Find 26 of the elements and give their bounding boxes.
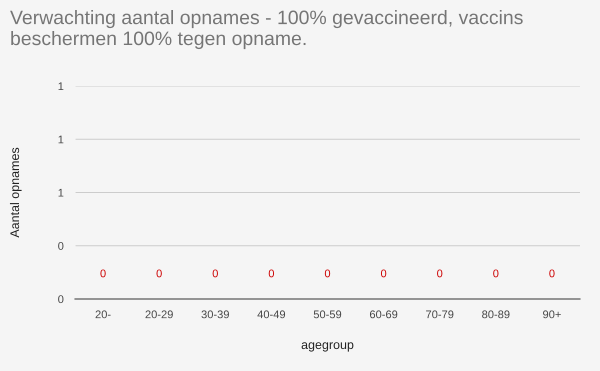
- y-tick-label: 0: [58, 242, 64, 250]
- data-label: 0: [156, 269, 162, 278]
- chart-title: Verwachting aantal opnames - 100% gevaccineerd, vaccins beschermen 100% tegen opname.: [10, 10, 523, 50]
- data-label: 0: [380, 269, 386, 278]
- data-label: 0: [212, 269, 218, 278]
- y-tick-label: 1: [58, 136, 64, 144]
- data-label: 0: [268, 269, 274, 278]
- data-label: 0: [324, 269, 330, 278]
- x-tick-label: 50-59: [314, 310, 342, 318]
- data-label: 0: [549, 269, 555, 278]
- data-label: 0: [493, 269, 498, 278]
- y-axis-title: Aantal opnames: [10, 148, 22, 238]
- data-label: 0: [437, 269, 442, 278]
- x-tick-label: 80-89: [482, 310, 510, 318]
- x-tick-label: 60-69: [370, 310, 398, 318]
- x-tick-label: 70-79: [426, 310, 454, 318]
- data-label: 0: [100, 269, 106, 278]
- y-tick-label: 1: [58, 188, 64, 197]
- x-axis-title: agegroup: [302, 342, 354, 352]
- x-tick-label: 40-49: [257, 310, 286, 318]
- x-tick-label: 30-39: [201, 310, 229, 318]
- x-tick-label: 20-29: [146, 310, 173, 318]
- x-tick-label: 20-: [96, 310, 111, 318]
- y-tick-label: 0: [58, 295, 64, 304]
- y-tick-label: 1: [58, 82, 64, 90]
- x-tick-label: 90+: [543, 310, 561, 318]
